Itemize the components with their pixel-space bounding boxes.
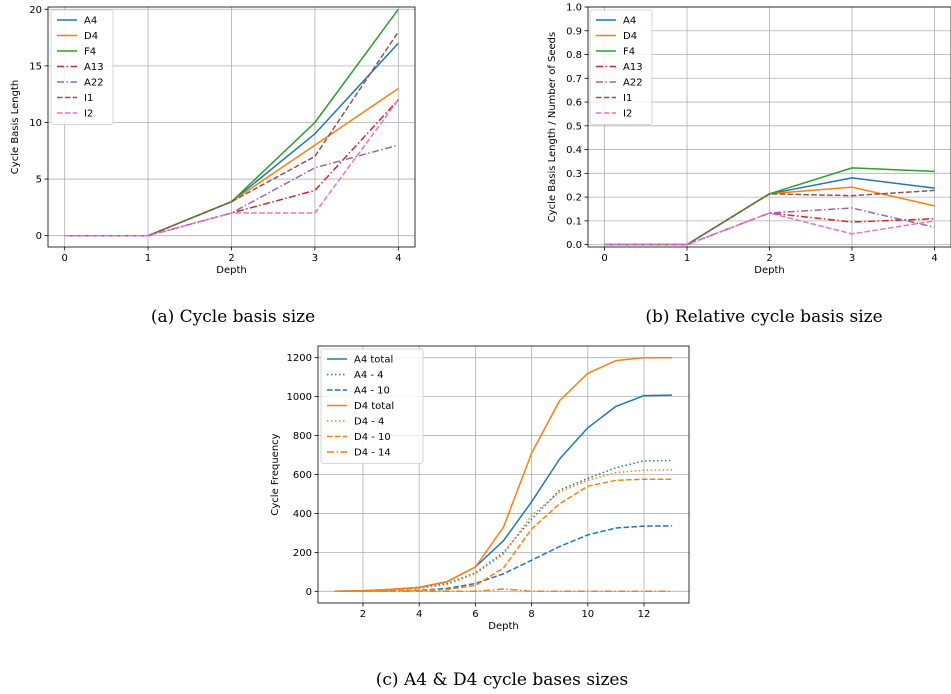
legend-label: F4 [84,47,96,58]
y-axis-label: Cycle Basis Length [10,80,21,174]
legend-label: I1 [623,93,632,104]
caption: (b) Relative cycle basis size [645,307,882,327]
x-tick-label: 8 [528,609,534,620]
y-tick-label: 10 [29,118,42,129]
legend-box [320,348,424,464]
legend-label: D4 [623,31,637,42]
x-tick-label: 3 [312,253,318,264]
legend-label: A4 - 10 [354,386,390,397]
y-tick-label: 1200 [287,353,312,364]
chart-c: 2 4 6 8 10 12 0 200 400 600 800 1000 1200 Depth Cycle … [270,345,690,690]
legend-label: I1 [84,93,93,104]
y-tick-label: 0.8 [566,50,582,61]
x-tick-label: 2 [228,253,234,264]
legend-label: A22 [84,78,104,89]
legend-label: D4 - 10 [354,432,391,443]
legend-label: F4 [623,47,635,58]
series-group [604,167,935,246]
legend-label: I2 [84,109,93,120]
y-tick-label: 600 [293,470,312,481]
x-tick-label: 1 [145,253,151,264]
legend-label: A13 [623,62,643,73]
y-tick-label: 0 [306,587,312,598]
x-tick-label: 4 [931,253,937,264]
legend-label: A4 [623,16,636,27]
y-tick-label: 1000 [287,392,312,403]
legend-label: A4 total [354,355,393,366]
legend-label: A4 [84,16,97,27]
y-tick-label: 0.2 [566,193,582,204]
legend-label: D4 - 4 [354,417,384,428]
y-tick-label: 0.6 [566,98,582,109]
legend: A4 total A4 - 4 A4 - 10 D4 total D4 - 4 D4 - … [320,348,424,464]
legend-label: D4 - 14 [354,448,391,459]
x-axis-label: Depth [754,265,784,276]
legend-label: D4 total [354,401,394,412]
chart-a: 0 1 2 3 4 0 5 10 15 20 Depth Cycle Basis Length A4 D4… [10,5,416,327]
y-tick-label: 20 [29,5,42,16]
y-tick-label: 0.7 [566,74,582,85]
y-tick-label: 0.1 [566,216,582,227]
legend-label: I2 [623,109,632,120]
series-group [334,356,673,593]
y-tick-label: 200 [293,548,312,559]
caption: (c) A4 & D4 cycle bases sizes [376,670,628,690]
legend-box [50,9,114,125]
y-tick-label: 0.0 [566,240,582,251]
series-line-a22 [604,207,935,246]
x-axis-label: Depth [216,265,246,276]
y-tick-label: 15 [29,61,42,72]
x-tick-label: 3 [849,253,855,264]
series-line-d4-14 [334,588,673,593]
x-tick-label: 12 [638,609,651,620]
legend: A4 D4 F4 A13 A22 I1 I2 [589,9,653,125]
y-tick-label: 0 [36,231,42,242]
y-tick-label: 400 [293,509,312,520]
x-tick-label: 1 [684,253,690,264]
grid [588,6,951,247]
series-group [64,8,399,237]
series-line-i1 [604,189,935,246]
chart-b: 0 1 2 3 4 0.0 0.1 0.2 0.3 0.4 0.5 0.6 0.7 0.8 0.9 1.0 De… [547,3,951,327]
y-tick-label: 5 [36,175,42,186]
y-tick-label: 0.4 [566,145,582,156]
legend-box [589,9,653,125]
x-tick-label: 6 [472,609,478,620]
y-axis-label: Cycle Basis Length / Number of Seeds [547,32,558,222]
x-tick-label: 10 [581,609,594,620]
x-axis-label: Depth [488,621,518,632]
y-tick-label: 800 [293,431,312,442]
x-tick-label: 2 [766,253,772,264]
x-tick-label: 2 [360,609,366,620]
y-axis-label: Cycle Frequency [270,433,281,515]
y-tick-label: 0.5 [566,121,582,132]
legend-label: D4 [84,31,98,42]
series-line-d4-4 [334,469,673,593]
series-line-a4-10 [334,525,673,593]
series-line-i2 [64,99,399,237]
legend-label: A22 [623,78,643,89]
y-tick-label: 1.0 [566,3,582,14]
legend-label: A4 - 4 [354,370,384,381]
series-line-i2 [604,212,935,246]
legend: A4 D4 F4 A13 A22 I1 I2 [50,9,114,125]
caption: (a) Cycle basis size [151,307,315,327]
y-tick-label: 0.3 [566,169,582,180]
x-tick-label: 4 [395,253,401,264]
legend-label: A13 [84,62,104,73]
x-tick-label: 0 [61,253,67,264]
y-tick-label: 0.9 [566,26,582,37]
x-tick-label: 0 [601,253,607,264]
x-tick-label: 4 [416,609,422,620]
